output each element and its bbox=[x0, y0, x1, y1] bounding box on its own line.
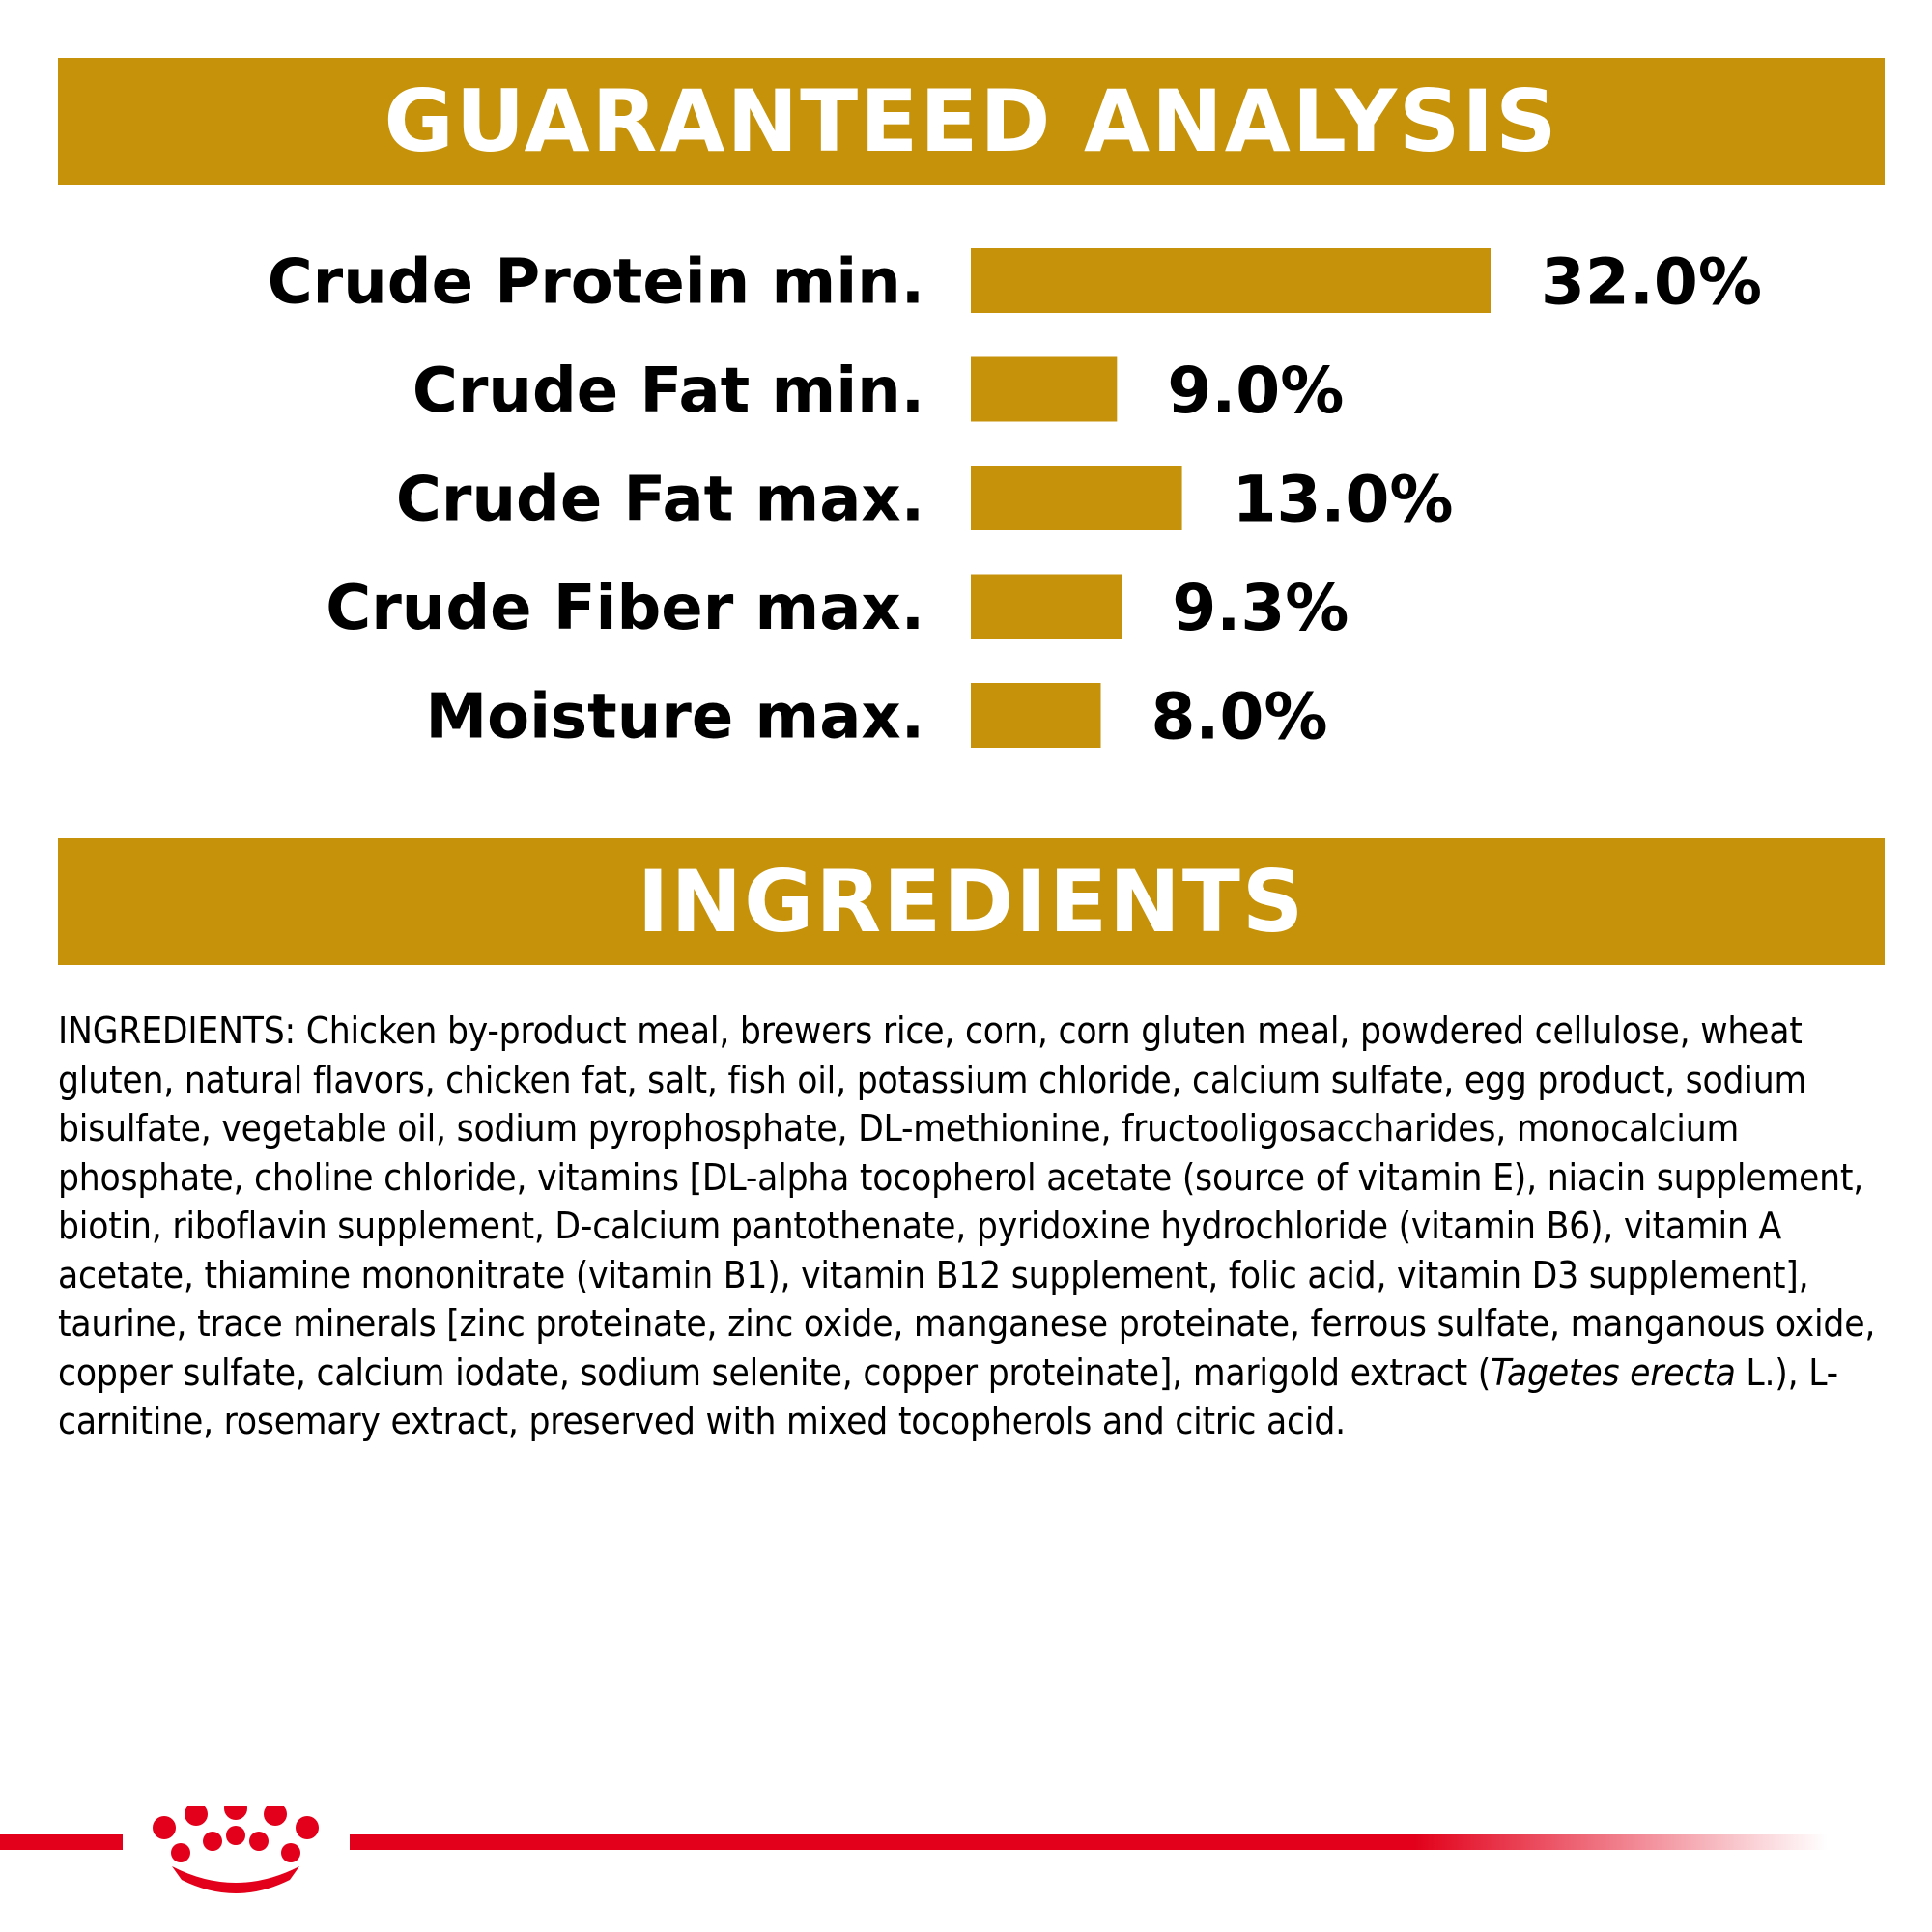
bar bbox=[971, 574, 1122, 639]
brand-stripe-left bbox=[0, 1834, 123, 1850]
ingredients-title: INGREDIENTS bbox=[637, 851, 1306, 952]
bar-label: Crude Fat min. bbox=[412, 355, 924, 427]
bar-value-label: 32.0% bbox=[1541, 245, 1762, 320]
bar bbox=[971, 248, 1491, 313]
bar-label: Crude Fiber max. bbox=[326, 573, 924, 644]
ingredients-text-italic: Tagetes erecta bbox=[1491, 1350, 1736, 1395]
analysis-title: GUARANTEED ANALYSIS bbox=[384, 71, 1559, 171]
bar-value-label: 8.0% bbox=[1151, 680, 1328, 754]
ingredients-list: INGREDIENTS: Chicken by-product meal, br… bbox=[58, 1008, 1893, 1447]
bar-value-label: 13.0% bbox=[1233, 463, 1454, 537]
bar bbox=[971, 356, 1118, 422]
crown-icon bbox=[153, 1806, 319, 1893]
brand-bar bbox=[0, 1806, 1828, 1893]
bar bbox=[971, 683, 1101, 748]
ingredients-text-end: L.), L-carnitine, rosemary extract, pres… bbox=[58, 1350, 1838, 1444]
bar-value-label: 9.3% bbox=[1172, 571, 1349, 645]
bar-label: Crude Fat max. bbox=[396, 465, 924, 536]
ingredients-banner: INGREDIENTS bbox=[58, 838, 1885, 965]
analysis-banner: GUARANTEED ANALYSIS bbox=[58, 58, 1885, 185]
bar-label: Crude Protein min. bbox=[268, 247, 924, 319]
ingredients-text-main: INGREDIENTS: Chicken by-product meal, br… bbox=[58, 1009, 1876, 1395]
brand-stripe-right bbox=[350, 1834, 1828, 1850]
bar bbox=[971, 466, 1182, 530]
bar-value-label: 9.0% bbox=[1167, 354, 1344, 428]
analysis-chart: Crude Protein min. 32.0% Crude Fat min. 9.0… bbox=[268, 245, 1762, 754]
bar-label: Moisture max. bbox=[425, 682, 924, 753]
